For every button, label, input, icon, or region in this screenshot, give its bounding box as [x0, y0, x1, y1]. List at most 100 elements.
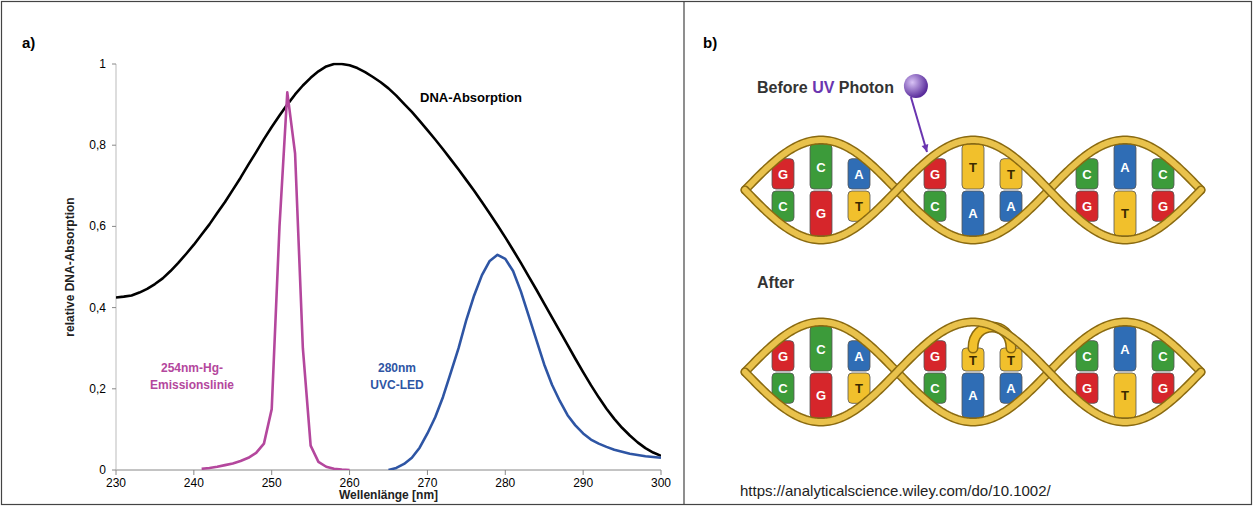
x-tick-label: 250 [262, 476, 282, 490]
base-letter: C [1082, 167, 1092, 182]
base [962, 191, 984, 236]
base [810, 144, 832, 189]
base-letter: T [1121, 388, 1129, 403]
panel-divider [683, 2, 684, 505]
strand [745, 140, 1201, 240]
before-word: UV [808, 79, 835, 96]
base-letter: C [1158, 349, 1168, 364]
x-tick-label: 290 [573, 476, 593, 490]
base-letter: T [1121, 206, 1129, 221]
y-tick [112, 226, 116, 227]
base-letter: G [1082, 199, 1092, 214]
base-letter: G [930, 349, 940, 364]
before-title: Before UV Photon [757, 79, 894, 96]
base-letter: A [1006, 199, 1016, 214]
base [1114, 373, 1136, 418]
before-word: Photon [834, 79, 894, 96]
base [962, 144, 984, 189]
panel-label: b) [703, 34, 717, 51]
base [1114, 326, 1136, 371]
base-letter: C [778, 199, 788, 214]
plot-area [116, 64, 661, 470]
x-tick-label: 280 [495, 476, 515, 490]
x-tick [193, 470, 194, 475]
after-helix: GCCGATGCTATACGATCG [745, 322, 1201, 422]
y-tick-label: 0,8 [89, 138, 106, 152]
strand [745, 322, 1201, 422]
strand-outline [745, 140, 1201, 240]
photon-arrow [911, 97, 927, 152]
base-letter: A [968, 206, 978, 221]
base-letter: T [1007, 167, 1015, 182]
strand-outline [745, 322, 1201, 422]
x-axis-title: Wellenlänge [nm] [339, 488, 438, 502]
base-letter: A [1120, 160, 1130, 175]
y-tick [112, 145, 116, 146]
series-label: 280nm UVC-LED [370, 361, 424, 392]
series-label: 254nm-Hg- Emissionslinie [150, 361, 234, 392]
base [810, 191, 832, 236]
base-letter: T [969, 353, 977, 368]
axes: 23024025026027028029030000,20,40,60,81We… [63, 57, 671, 502]
base [962, 373, 984, 418]
base-letter: C [1158, 167, 1168, 182]
base-letter: C [930, 381, 940, 396]
y-tick-label: 1 [99, 57, 106, 71]
base-letter: T [969, 160, 977, 175]
base-letter: C [1082, 349, 1092, 364]
strand-outline [745, 140, 1201, 240]
source-url: https://analyticalscience.wiley.com/do/1… [740, 482, 1052, 499]
x-tick [116, 470, 117, 475]
x-tick [271, 470, 272, 475]
base-letter: G [778, 349, 788, 364]
base-letter: G [1158, 199, 1168, 214]
base [810, 326, 832, 371]
after-title: After [757, 274, 794, 291]
base-letter: C [816, 160, 826, 175]
photon-arrow-head [922, 144, 929, 152]
y-tick-label: 0,4 [89, 301, 106, 315]
strand [745, 322, 1201, 422]
series-labels: DNA-Absorption 254nm-Hg- Emissionslinie 280… [150, 90, 522, 392]
y-tick [112, 64, 116, 65]
y-tick [112, 307, 116, 308]
strand-outline [745, 322, 1201, 422]
x-tick [583, 470, 584, 475]
x-tick-label: 300 [651, 476, 671, 490]
x-tick [661, 470, 662, 475]
page: a)b)23024025026027028029030000,20,40,60,… [0, 0, 1253, 506]
dna-diagram: Before UV PhotonGCCGATGCTATACGATCGAfterG… [745, 74, 1201, 422]
y-tick [112, 388, 116, 389]
series-line [116, 64, 661, 456]
photon [904, 74, 928, 98]
base-letter: C [816, 342, 826, 357]
strand [745, 140, 1201, 240]
series-line [389, 255, 662, 470]
base-letter: G [816, 206, 826, 221]
base-letter: T [855, 381, 863, 396]
x-tick-label: 230 [106, 476, 126, 490]
series-label-line: Emissionslinie [150, 378, 234, 392]
base [1114, 191, 1136, 236]
series-label: DNA-Absorption [420, 90, 522, 105]
series-label-line: 254nm-Hg- [161, 361, 223, 375]
x-tick-label: 240 [184, 476, 204, 490]
frame [2, 2, 1252, 505]
before-helix: GCCGATGCTATACGATCG [745, 140, 1201, 240]
series-label-line: 280nm [378, 361, 416, 375]
x-tick [427, 470, 428, 475]
base [1114, 144, 1136, 189]
base-letter: A [968, 388, 978, 403]
panel-label: a) [22, 34, 35, 51]
base-letter: A [1006, 381, 1016, 396]
y-axis-line [116, 64, 117, 470]
x-tick [349, 470, 350, 475]
y-axis-title: relative DNA-Absorption [63, 197, 77, 336]
series-line [202, 92, 350, 470]
base-letter: G [778, 167, 788, 182]
base-letter: G [816, 388, 826, 403]
series-label-line: UVC-LED [370, 378, 424, 392]
base-letter: T [1007, 353, 1015, 368]
before-word: Before [757, 79, 808, 96]
base-letter: C [778, 381, 788, 396]
